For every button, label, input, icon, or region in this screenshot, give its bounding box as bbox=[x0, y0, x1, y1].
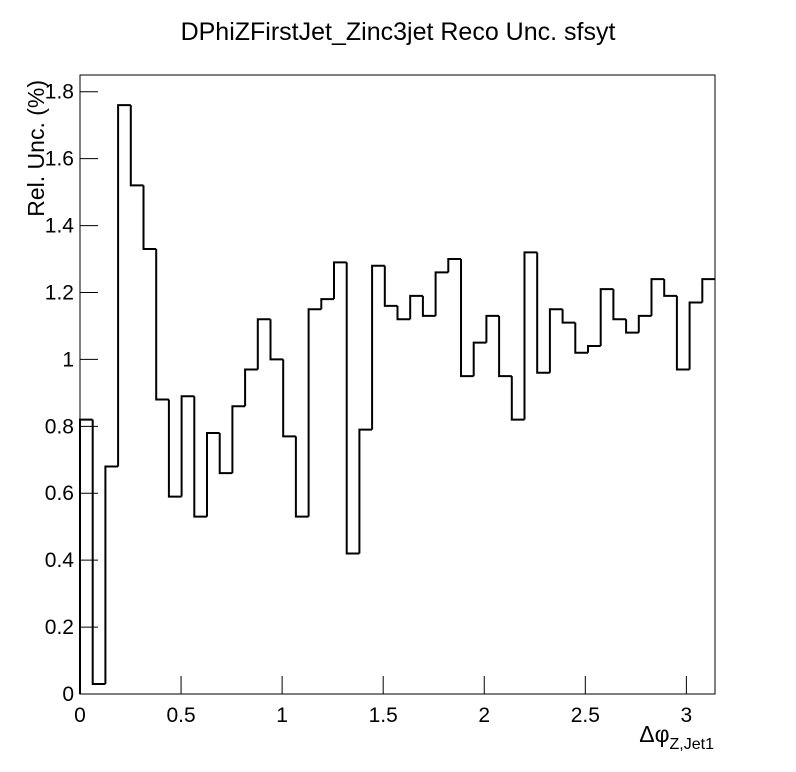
histogram-bin bbox=[587, 345, 601, 353]
histogram-bin bbox=[688, 301, 703, 370]
histogram-bin bbox=[701, 278, 715, 303]
histogram-bin bbox=[650, 278, 665, 316]
histogram-bin bbox=[383, 265, 398, 307]
histogram-bin bbox=[409, 294, 423, 320]
histogram-bin bbox=[167, 399, 182, 498]
histogram-bin bbox=[294, 436, 309, 518]
histogram-bin bbox=[129, 105, 144, 187]
histogram-bin bbox=[574, 322, 589, 354]
x-axis-label: ΔφZ,Jet1 bbox=[639, 721, 714, 753]
histogram-bin bbox=[244, 368, 258, 407]
histogram-bin bbox=[510, 376, 525, 421]
histogram-bin bbox=[358, 428, 373, 554]
histogram-bin bbox=[218, 433, 233, 475]
histogram-bin bbox=[675, 295, 690, 371]
y-tick-label: 1.4 bbox=[45, 215, 75, 238]
histogram-bin bbox=[434, 271, 449, 316]
y-tick-label: 0.6 bbox=[45, 482, 74, 505]
histogram-bin bbox=[142, 185, 157, 250]
histogram-bin bbox=[193, 396, 207, 518]
chart-title: DPhiZFirstJet_Zinc3jet Reco Unc. sfsyt bbox=[181, 18, 616, 46]
histogram-bin bbox=[282, 359, 296, 438]
x-tick-label: 2.5 bbox=[571, 704, 600, 727]
x-tick-label: 2 bbox=[478, 704, 490, 727]
histogram-bin bbox=[345, 262, 360, 555]
histogram-bin bbox=[561, 309, 576, 324]
histogram-bin bbox=[460, 259, 474, 378]
x-axis-label-sub: Z,Jet1 bbox=[670, 736, 715, 753]
x-tick-label: 1 bbox=[276, 704, 288, 727]
histogram-bin bbox=[320, 298, 334, 310]
histogram-bin bbox=[485, 314, 500, 343]
x-axis-label-main: Δφ bbox=[639, 721, 669, 747]
histogram-bin bbox=[307, 308, 322, 517]
histogram-bin bbox=[104, 465, 119, 684]
x-tick-label: 0 bbox=[74, 704, 86, 727]
histogram-bin bbox=[536, 252, 550, 374]
x-tick-label: 1.5 bbox=[369, 704, 398, 727]
histogram-bin bbox=[91, 419, 106, 685]
histogram-bin bbox=[447, 258, 462, 273]
histogram-bin bbox=[599, 288, 614, 347]
y-tick-label: 0.8 bbox=[45, 415, 74, 438]
histogram-bin bbox=[523, 251, 538, 420]
y-tick-label: 1.8 bbox=[45, 81, 74, 104]
histogram-bin bbox=[421, 295, 436, 317]
y-tick-label: 1 bbox=[62, 348, 74, 371]
y-axis-label: Rel. Unc. (%) bbox=[23, 80, 49, 217]
y-tick-label: 0.2 bbox=[45, 616, 74, 639]
histogram-bin bbox=[637, 314, 652, 333]
y-tick-label: 1.6 bbox=[45, 148, 74, 171]
histogram-bin bbox=[256, 318, 271, 370]
histogram-bin bbox=[180, 395, 195, 497]
histogram-bin bbox=[625, 319, 639, 334]
histogram-bin bbox=[498, 315, 512, 378]
histogram-bin bbox=[117, 104, 131, 467]
histogram-bin bbox=[371, 264, 385, 430]
histogram-bin bbox=[548, 308, 563, 373]
histogram-bin bbox=[472, 341, 487, 377]
plot-frame bbox=[79, 74, 716, 695]
histogram-bin bbox=[396, 305, 411, 321]
histogram-bin bbox=[155, 248, 169, 401]
histogram-bin bbox=[663, 279, 677, 297]
histogram-bin bbox=[612, 289, 627, 321]
y-tick-label: 1.2 bbox=[45, 281, 74, 304]
y-tick-label: 0 bbox=[62, 683, 74, 706]
histogram-bin bbox=[269, 319, 284, 361]
x-tick-label: 3 bbox=[681, 704, 693, 727]
histogram-bin bbox=[231, 405, 246, 474]
y-tick-label: 0.4 bbox=[45, 549, 75, 572]
x-tick-label: 0.5 bbox=[166, 704, 195, 727]
histogram-bin bbox=[205, 432, 220, 517]
histogram-bin bbox=[332, 261, 347, 300]
